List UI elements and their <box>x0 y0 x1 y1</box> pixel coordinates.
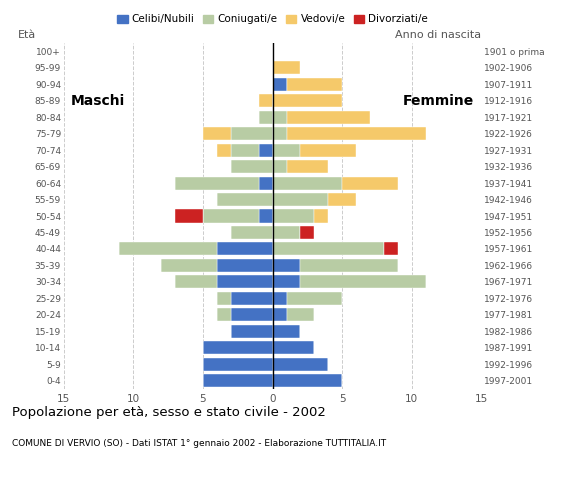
Bar <box>217 308 231 321</box>
Bar <box>287 292 342 305</box>
Bar <box>217 242 273 255</box>
Bar <box>273 177 342 190</box>
Bar <box>231 292 273 305</box>
Bar <box>273 308 287 321</box>
Bar <box>273 358 328 371</box>
Bar <box>231 144 259 157</box>
Bar <box>231 308 273 321</box>
Bar <box>259 177 273 190</box>
Bar <box>273 78 287 91</box>
Bar <box>273 292 287 305</box>
Bar <box>259 94 273 108</box>
Bar <box>273 324 300 338</box>
Text: Età: Età <box>18 30 36 40</box>
Text: Femmine: Femmine <box>403 94 474 108</box>
Bar <box>203 341 273 354</box>
Bar <box>287 127 426 140</box>
Bar <box>161 259 217 272</box>
Bar <box>273 127 287 140</box>
Bar <box>175 275 217 288</box>
Bar <box>175 177 259 190</box>
Bar <box>259 111 273 124</box>
Bar <box>231 324 273 338</box>
Bar <box>273 374 342 387</box>
Bar <box>287 111 370 124</box>
Bar <box>300 144 356 157</box>
Bar <box>259 144 273 157</box>
Bar <box>217 193 273 206</box>
Text: COMUNE DI VERVIO (SO) - Dati ISTAT 1° gennaio 2002 - Elaborazione TUTTITALIA.IT: COMUNE DI VERVIO (SO) - Dati ISTAT 1° ge… <box>12 439 386 448</box>
Bar <box>175 209 203 223</box>
Bar <box>273 160 287 173</box>
Bar <box>273 341 314 354</box>
Bar <box>300 226 314 239</box>
Bar <box>273 111 287 124</box>
Bar <box>300 275 426 288</box>
Bar <box>342 177 398 190</box>
Bar <box>119 242 217 255</box>
Bar <box>273 193 328 206</box>
Bar <box>273 275 300 288</box>
Bar <box>314 209 328 223</box>
Bar <box>203 374 273 387</box>
Bar <box>217 259 273 272</box>
Bar <box>217 144 231 157</box>
Text: Popolazione per età, sesso e stato civile - 2002: Popolazione per età, sesso e stato civil… <box>12 406 325 419</box>
Bar <box>384 242 398 255</box>
Bar <box>231 160 273 173</box>
Bar <box>259 209 273 223</box>
Bar <box>273 259 300 272</box>
Text: Anno di nascita: Anno di nascita <box>396 30 481 40</box>
Bar <box>273 61 300 74</box>
Bar <box>273 226 300 239</box>
Bar <box>273 242 384 255</box>
Bar <box>300 259 398 272</box>
Bar <box>287 308 314 321</box>
Bar <box>231 226 273 239</box>
Bar <box>273 209 314 223</box>
Bar <box>217 275 273 288</box>
Bar <box>273 94 342 108</box>
Legend: Celibi/Nubili, Coniugati/e, Vedovi/e, Divorziati/e: Celibi/Nubili, Coniugati/e, Vedovi/e, Di… <box>113 10 432 28</box>
Bar <box>203 127 231 140</box>
Bar <box>203 209 259 223</box>
Bar <box>273 144 300 157</box>
Bar <box>217 292 231 305</box>
Bar <box>328 193 356 206</box>
Bar <box>203 358 273 371</box>
Bar <box>287 78 342 91</box>
Text: Maschi: Maschi <box>71 94 125 108</box>
Bar <box>287 160 328 173</box>
Bar <box>231 127 273 140</box>
